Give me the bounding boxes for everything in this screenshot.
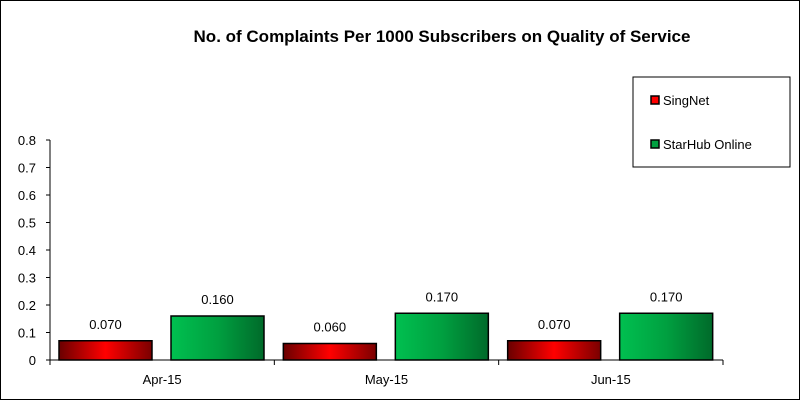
y-tick-label: 0 [29, 353, 36, 368]
bar-starhub-online [170, 315, 265, 361]
data-label: 0.160 [201, 292, 234, 307]
data-label: 0.070 [538, 317, 571, 332]
legend-label-starhub: StarHub Online [663, 137, 752, 152]
y-tick-label: 0.4 [18, 243, 36, 258]
legend: SingNet StarHub Online [632, 76, 791, 168]
y-tick-label: 0.6 [18, 188, 36, 203]
bar-starhub-online [394, 312, 490, 361]
y-tick-label: 0.2 [18, 298, 36, 313]
x-tick-label: May-15 [365, 372, 408, 387]
y-tick-label: 0.5 [18, 216, 36, 231]
y-tick-label: 0.1 [18, 326, 36, 341]
bar-singnet [58, 340, 153, 361]
chart-title: No. of Complaints Per 1000 Subscribers o… [194, 27, 691, 46]
y-tick-label: 0.3 [18, 271, 36, 286]
legend-swatch-starhub [650, 139, 660, 149]
data-label: 0.060 [314, 320, 347, 335]
bar-starhub-online [618, 312, 714, 361]
data-label: 0.170 [426, 289, 459, 304]
legend-swatch-singnet [650, 95, 660, 105]
x-tick-label: Apr-15 [143, 372, 182, 387]
bar-singnet [506, 340, 602, 361]
data-label: 0.170 [650, 289, 683, 304]
legend-label-singnet: SingNet [663, 93, 710, 108]
bar-singnet [282, 342, 378, 361]
y-tick-label: 0.8 [18, 133, 36, 148]
y-tick-label: 0.7 [18, 161, 36, 176]
data-label: 0.070 [89, 317, 122, 332]
x-tick-label: Jun-15 [591, 372, 631, 387]
legend-box [632, 76, 791, 168]
